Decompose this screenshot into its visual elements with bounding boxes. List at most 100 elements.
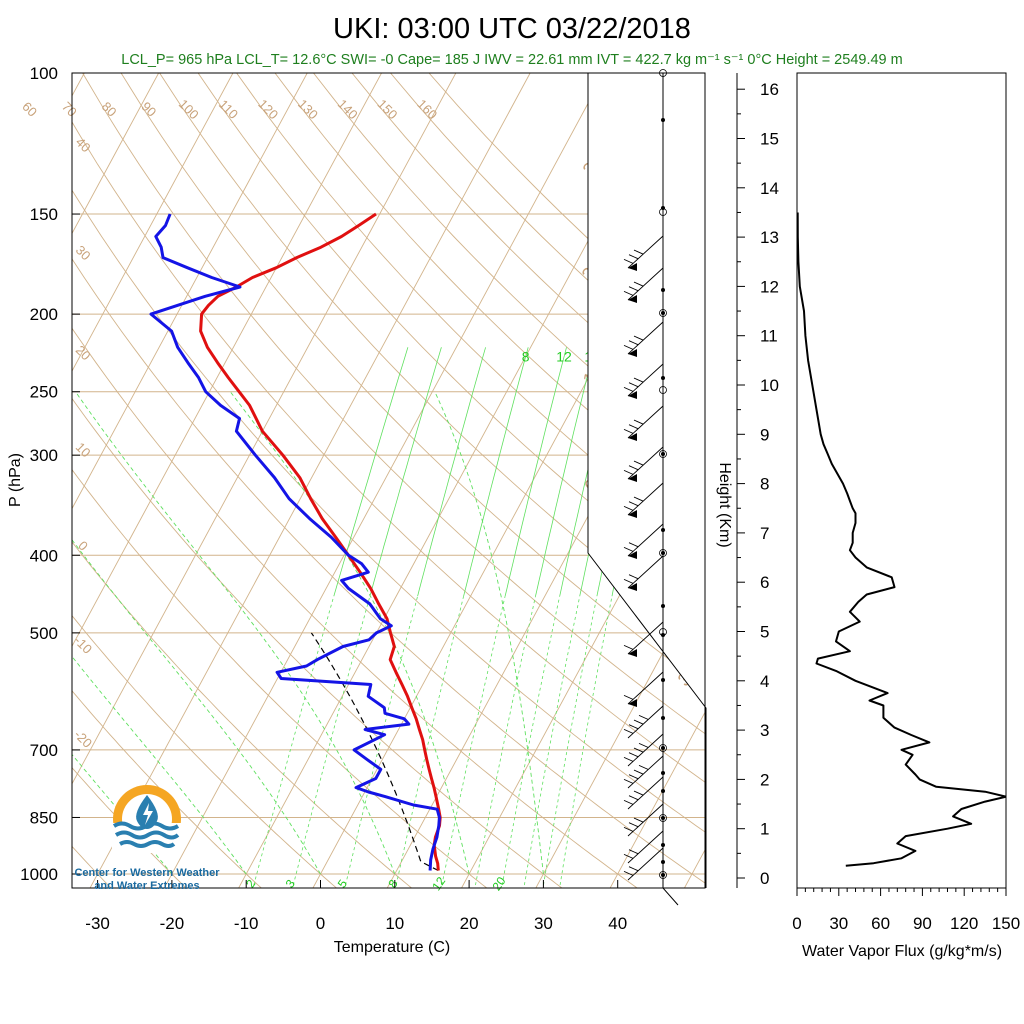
wind-level-dot: [661, 288, 665, 292]
plot-mask-wedge: [588, 73, 706, 708]
wind-barb-shaft: [627, 267, 664, 301]
height-tick-label: 14: [760, 179, 779, 198]
wind-barb-flag: [628, 542, 639, 548]
flux-tick-label: 90: [913, 914, 932, 933]
wind-barb-flag: [623, 386, 634, 392]
mixing-ratio-line: [252, 596, 335, 888]
flux-tick-label: 150: [992, 914, 1020, 933]
wind-level-dot: [661, 816, 665, 820]
moist-adiabat-line: [72, 655, 247, 875]
dry-adiabat-line: [274, 73, 705, 508]
mixing-ratio-line: [463, 347, 529, 597]
wind-barb-shaft: [627, 405, 664, 439]
dry-adiabat-line: [72, 121, 705, 783]
dry-adiabat-line: [197, 73, 705, 596]
skew-t-background-lines: [72, 73, 705, 888]
height-tick-label: 4: [760, 672, 769, 691]
height-tick-label: 13: [760, 228, 779, 247]
wind-level-dot: [661, 206, 665, 210]
wind-calm-circle: [659, 450, 667, 458]
mixing-ratio-line: [344, 596, 418, 888]
theta-label-left: 30: [73, 242, 94, 263]
wind-barb-flag: [628, 254, 639, 260]
temperature-line: [199, 212, 442, 871]
height-tick-label: 15: [760, 130, 779, 149]
height-tick-label: 1: [760, 820, 769, 839]
flux-frame: [796, 72, 1007, 889]
parcel-path: [310, 632, 439, 872]
mixing-ratio-line: [523, 596, 581, 888]
wind-barb-flag: [623, 344, 634, 350]
dry-adiabat-line: [72, 690, 262, 888]
temperature-tick-label: 40: [608, 914, 627, 933]
wind-level-dot: [661, 789, 665, 793]
isotherm-line: [535, 573, 705, 888]
wind-level-dot: [661, 118, 665, 122]
height-axis-label: Height (Km): [716, 462, 733, 547]
theta-label: 150: [375, 96, 401, 122]
height-tick-label: 3: [760, 721, 769, 740]
wind-level-dot: [661, 860, 665, 864]
wind-barb-flag: [628, 574, 639, 580]
wind-calm-circle: [659, 628, 667, 636]
wind-level-dot: [661, 843, 665, 847]
theta-label: 60: [19, 99, 40, 120]
wind-barb-shaft: [627, 847, 664, 881]
dry-adiabat-line: [236, 73, 705, 551]
wind-barb-shaft: [627, 482, 664, 516]
wind-barb-flag: [628, 501, 639, 507]
wind-barb-shaft: [627, 755, 664, 789]
wind-barb-flag: [628, 465, 639, 471]
wind-barb-flag: [638, 714, 649, 720]
height-tick-label: 5: [760, 623, 769, 642]
wind-barb-flag: [623, 870, 634, 876]
height-tick-label: 9: [760, 425, 769, 444]
logo-line-1: Center for Western Weather: [74, 867, 220, 879]
wind-level-dot: [661, 873, 665, 877]
theta-label: 70: [59, 99, 80, 120]
y-axis-label: P (hPa): [7, 453, 24, 507]
temperature-tick-label: -30: [85, 914, 110, 933]
wind-barb-flag: [633, 281, 644, 287]
theta-label-left: 20: [73, 342, 94, 363]
wind-barb-shaft: [627, 733, 664, 767]
wind-barb-flag: [628, 286, 639, 292]
mixing-ratio-line: [559, 596, 613, 888]
isotherm-line: [72, 73, 382, 648]
wind-barb-flag: [623, 728, 634, 734]
flux-line: [796, 212, 1006, 867]
dry-adiabat-line: [72, 614, 338, 888]
wind-barb-pennant: [628, 433, 637, 441]
wind-barb-shaft: [627, 321, 664, 355]
wind-barb-flag: [633, 817, 644, 823]
mixing-ratio-line: [474, 596, 536, 888]
height-tick-label: 7: [760, 524, 769, 543]
logo-wave-2: [114, 830, 180, 840]
wind-barb-flag: [623, 258, 634, 264]
temperature-tick-label: 20: [460, 914, 479, 933]
moist-adiabat-line: [434, 391, 544, 875]
flux-tick-label: 60: [871, 914, 890, 933]
wind-barb-flag: [638, 742, 649, 748]
wind-level-dot: [661, 678, 665, 682]
wind-barb-flag: [628, 340, 639, 346]
wind-calm-circle: [659, 309, 667, 317]
wind-barb-flag: [628, 866, 639, 872]
wind-level-dot: [661, 311, 665, 315]
temperature-tick-label: -10: [234, 914, 259, 933]
logo-bolt: [143, 803, 153, 825]
wind-barb-flag: [623, 778, 634, 784]
wind-barb-flag: [633, 335, 644, 341]
dry-adiabat-line: [72, 541, 413, 888]
wind-barb-flag: [633, 460, 644, 466]
theta-label: 80: [99, 99, 120, 120]
wind-barb-flag: [623, 694, 634, 700]
wind-barb-shaft: [627, 803, 664, 837]
mixing-ratio-line: [542, 596, 598, 888]
skew-t-frame: [71, 72, 706, 889]
mixing-ratio-line: [395, 596, 464, 888]
mixing-ratio-line: [369, 347, 442, 597]
wind-barb-pennant: [628, 699, 637, 707]
wind-barb-pennant: [628, 474, 637, 482]
